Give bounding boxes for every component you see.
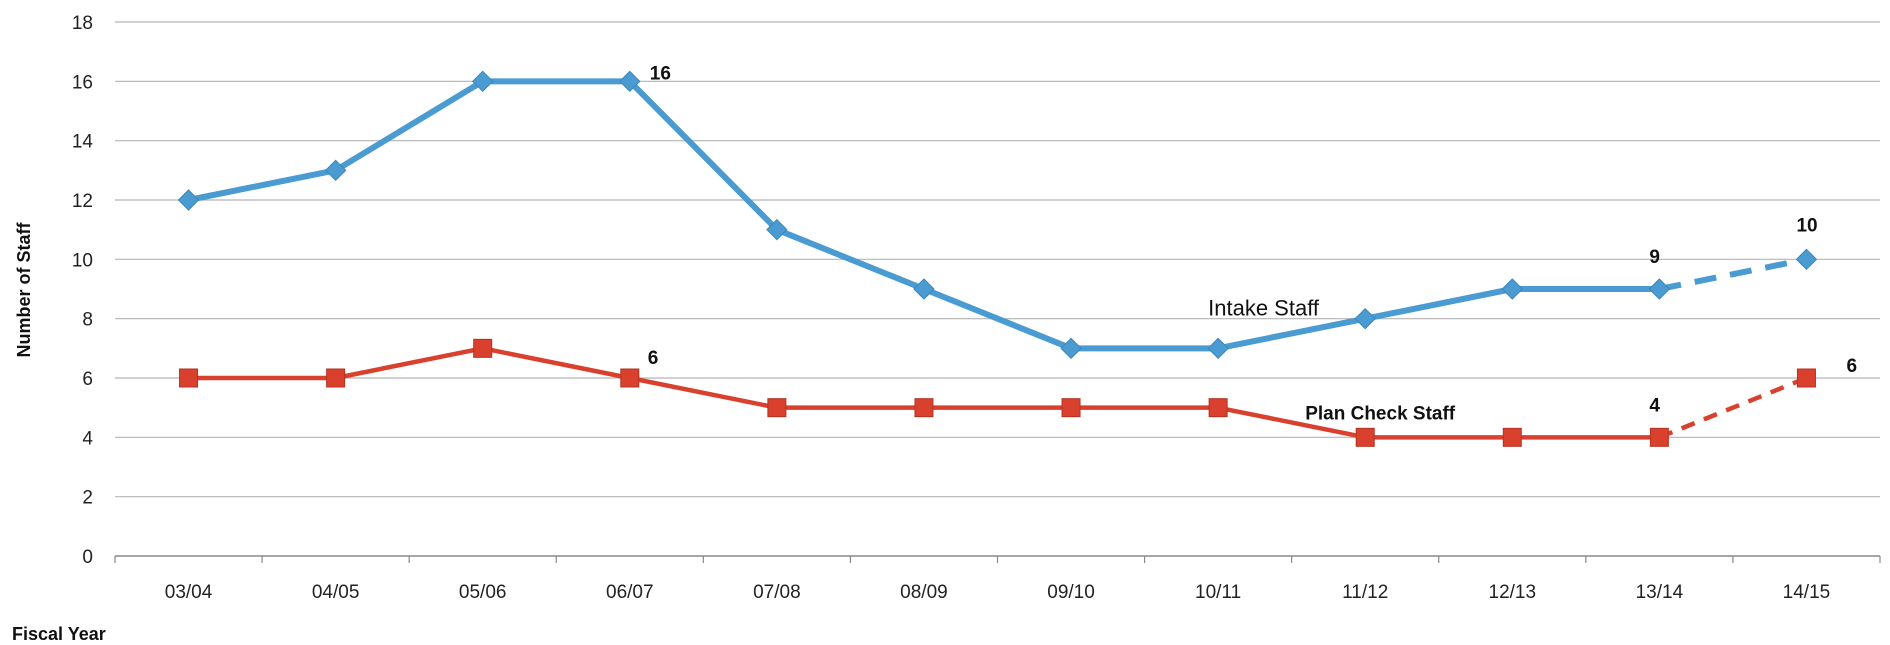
- y-tick-label: 4: [82, 428, 93, 449]
- y-tick-label: 10: [72, 250, 93, 271]
- data-label: 9: [1649, 247, 1660, 268]
- x-tick-label: 03/04: [165, 582, 213, 603]
- data-point-plan-check: [179, 368, 199, 388]
- data-label: 16: [650, 63, 671, 84]
- data-point-intake: [472, 70, 494, 93]
- y-tick-labels: 0 2 4 6 8 10 12 14 16 18: [72, 13, 94, 568]
- data-point-plan-check: [1502, 427, 1522, 447]
- data-point-intake: [766, 218, 788, 241]
- series-markers: [177, 70, 1818, 447]
- data-point-plan-check: [1061, 398, 1081, 418]
- y-tick-label: 8: [82, 310, 93, 331]
- data-label: 4: [1649, 395, 1660, 416]
- data-point-intake: [1501, 278, 1523, 300]
- x-tick-label: 04/05: [312, 582, 360, 603]
- y-tick-label: 12: [72, 191, 93, 212]
- data-point-intake: [324, 159, 347, 182]
- data-label: 10: [1796, 215, 1817, 236]
- series-label-plan-check: Plan Check Staff: [1305, 404, 1456, 425]
- series-line-0: [187, 78, 1660, 352]
- x-tick-label: 10/11: [1195, 582, 1241, 603]
- series-label-intake: Intake Staff: [1208, 296, 1320, 321]
- data-point-plan-check: [620, 368, 640, 388]
- y-tick-label: 16: [72, 72, 93, 93]
- data-point-plan-check: [1208, 398, 1228, 418]
- data-point-plan-check: [326, 368, 346, 388]
- data-point-intake: [913, 278, 935, 300]
- data-label: 6: [648, 348, 659, 369]
- data-point-intake: [1354, 307, 1376, 330]
- y-tick-label: 6: [82, 369, 93, 390]
- y-axis-title: Number of Staff: [14, 221, 34, 357]
- x-tick-label: 13/14: [1636, 582, 1684, 603]
- data-point-plan-check: [473, 338, 493, 358]
- series-labels: Intake Staff Plan Check Staff: [1208, 296, 1456, 425]
- data-point-intake: [1648, 278, 1671, 300]
- x-tick-label: 08/09: [900, 582, 948, 603]
- y-tick-label: 2: [82, 488, 93, 509]
- x-axis-title: Fiscal Year: [12, 624, 106, 644]
- y-tick-label: 14: [72, 132, 94, 153]
- x-tick-label: 14/15: [1783, 582, 1831, 603]
- x-tick-label: 09/10: [1047, 582, 1095, 603]
- data-point-intake: [1060, 337, 1082, 360]
- data-point-plan-check: [914, 398, 934, 418]
- data-label: 6: [1846, 356, 1857, 377]
- data-point-plan-check: [1649, 427, 1669, 447]
- data-labels: 16 9 10 6 4 6: [648, 63, 1857, 416]
- data-point-intake: [1207, 337, 1229, 360]
- y-tick-label: 0: [82, 547, 93, 568]
- x-tick-label: 06/07: [606, 582, 654, 603]
- x-tick-labels: 03/04 04/05 05/06 06/07 07/08 08/09 09/10 10/11…: [165, 582, 1830, 603]
- data-point-intake: [177, 189, 200, 211]
- x-tick-label: 05/06: [459, 582, 507, 603]
- data-point-intake: [1795, 248, 1818, 271]
- y-tick-label: 18: [72, 13, 93, 34]
- data-point-plan-check: [767, 398, 787, 418]
- x-tick-label: 11/12: [1342, 582, 1388, 603]
- data-point-plan-check: [1796, 368, 1816, 388]
- data-point-plan-check: [1355, 427, 1375, 447]
- data-point-intake: [619, 70, 641, 93]
- x-tick-label: 12/13: [1489, 582, 1537, 603]
- x-tick-label: 07/08: [753, 582, 801, 603]
- series-projection-0: [1658, 256, 1808, 292]
- series-projection-1: [1658, 375, 1808, 440]
- x-axis: [114, 556, 1881, 563]
